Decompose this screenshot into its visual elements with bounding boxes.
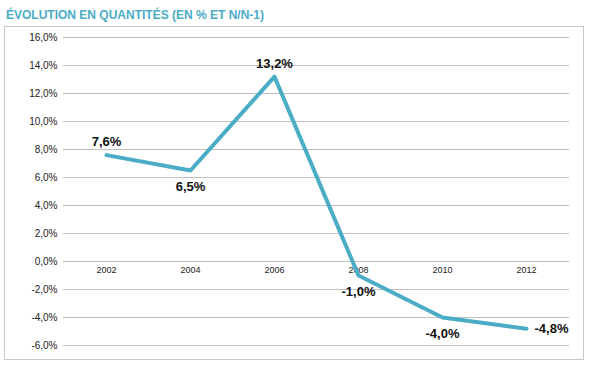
svg-text:4,0%: 4,0% xyxy=(35,200,58,211)
svg-text:6,5%: 6,5% xyxy=(176,179,206,194)
svg-text:2002: 2002 xyxy=(96,265,116,275)
svg-text:-4,0%: -4,0% xyxy=(426,326,460,341)
svg-text:2008: 2008 xyxy=(348,265,369,276)
svg-text:-4,0%: -4,0% xyxy=(31,312,57,323)
svg-text:2006: 2006 xyxy=(264,265,284,275)
svg-text:8,0%: 8,0% xyxy=(35,144,58,155)
svg-text:-4,8%: -4,8% xyxy=(535,321,569,336)
svg-text:-1,0%: -1,0% xyxy=(342,284,376,299)
svg-text:2012: 2012 xyxy=(516,265,536,275)
svg-text:2010: 2010 xyxy=(432,265,452,275)
svg-text:0,0%: 0,0% xyxy=(35,256,58,267)
svg-text:2,0%: 2,0% xyxy=(35,228,58,239)
svg-text:10,0%: 10,0% xyxy=(29,116,57,127)
svg-text:2004: 2004 xyxy=(180,265,200,275)
svg-text:-6,0%: -6,0% xyxy=(31,340,57,351)
svg-text:7,6%: 7,6% xyxy=(92,134,122,149)
svg-text:12,0%: 12,0% xyxy=(29,88,57,99)
svg-text:-2,0%: -2,0% xyxy=(31,284,57,295)
svg-text:6,0%: 6,0% xyxy=(35,172,58,183)
svg-text:16,0%: 16,0% xyxy=(29,32,57,43)
html-text:ÉVOLUTION EN QUANTITÉS (EN % E: ÉVOLUTION EN QUANTITÉS (EN % ET N/N-1) xyxy=(6,8,264,22)
svg-text:14,0%: 14,0% xyxy=(29,60,57,71)
svg-text:13,2%: 13,2% xyxy=(256,56,293,71)
